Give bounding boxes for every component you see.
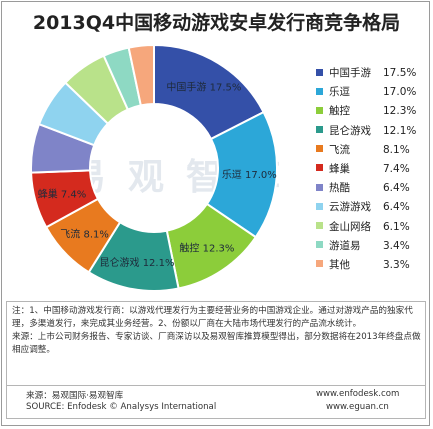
legend-value: 3.3% bbox=[383, 258, 410, 271]
slice-label-0: 中国手游 17.5% bbox=[166, 81, 241, 94]
donut-chart: 中国手游 17.5% 乐逗 17.0% 触控 12.3% 昆仑游戏 12.1% 飞流 8… bbox=[30, 43, 278, 292]
legend-swatch bbox=[316, 222, 323, 229]
legend-swatch bbox=[316, 87, 323, 95]
notes: 注：1、中国移动游戏发行商：以游戏代理发行为主要经营业务的中国游戏企业。通过对游… bbox=[12, 305, 422, 357]
slice-10 bbox=[127, 43, 155, 107]
legend-item-0: 中国手游 17.5% bbox=[316, 64, 428, 83]
legend-value: 8.1% bbox=[383, 143, 410, 156]
legend-value: 17.0% bbox=[383, 86, 417, 99]
legend-value: 6.4% bbox=[383, 182, 410, 195]
legend-label: 游道易 bbox=[329, 239, 361, 252]
legend-label: 蜂巢 bbox=[329, 162, 350, 175]
legend-value: 6.1% bbox=[383, 220, 410, 233]
legend-value: 7.4% bbox=[383, 162, 410, 175]
note-definition: 注：1、中国移动游戏发行商：以游戏代理发行为主要经营业务的中国游戏企业。通过对游… bbox=[12, 306, 413, 329]
legend-swatch bbox=[316, 145, 323, 153]
legend-item-8: 金山网络 6.1% bbox=[316, 218, 428, 237]
legend-label: 乐逗 bbox=[329, 86, 350, 99]
slice-label-2: 触控 12.3% bbox=[179, 242, 234, 255]
footer-divider bbox=[6, 385, 426, 386]
legend-swatch bbox=[316, 202, 323, 210]
legend-item-6: 热酷 6.4% bbox=[316, 179, 428, 198]
slice-label-4: 飞流 8.1% bbox=[60, 228, 109, 241]
legend-swatch bbox=[316, 260, 323, 268]
legend-swatch bbox=[316, 164, 323, 172]
legend-label: 金山网络 bbox=[329, 220, 371, 233]
legend-label: 热酷 bbox=[329, 182, 350, 195]
legend-item-4: 飞流 8.1% bbox=[316, 141, 428, 160]
legend-value: 17.5% bbox=[383, 67, 417, 79]
footer-url-enfodesk: www.enfodesk.com bbox=[316, 389, 400, 399]
legend-value: 3.4% bbox=[383, 239, 410, 252]
slice-label-3: 昆仑游戏 12.1% bbox=[100, 256, 175, 269]
legend-swatch bbox=[316, 241, 323, 249]
legend-swatch bbox=[316, 106, 323, 114]
legend-label: 中国手游 bbox=[329, 67, 371, 79]
note-source: 来源：上市公司财务报告、专家访谈、厂商深访以及易观智库推算模型得出，部分数据将在… bbox=[12, 332, 421, 355]
legend-value: 12.1% bbox=[383, 124, 417, 137]
legend-item-7: 云游游戏 6.4% bbox=[316, 198, 428, 217]
legend-item-1: 乐逗 17.0% bbox=[316, 83, 428, 102]
legend-label: 云游游戏 bbox=[329, 201, 371, 214]
legend-label: 其他 bbox=[329, 258, 350, 271]
legend-item-10: 其他 3.3% bbox=[316, 256, 428, 275]
legend-item-2: 触控 12.3% bbox=[316, 102, 428, 121]
legend-label: 飞流 bbox=[329, 143, 350, 156]
legend-label: 昆仑游戏 bbox=[329, 124, 371, 137]
chart-legend: 中国手游 17.5% 乐逗 17.0% 触控 12.3% 昆仑游戏 12.1% 飞流 8.1% 蜂巢… bbox=[316, 64, 428, 275]
notes-box bbox=[6, 301, 426, 419]
legend-swatch bbox=[316, 126, 323, 134]
footer-source-cn: 来源：易观国际·易观智库 bbox=[26, 391, 124, 401]
slice-label-1: 乐逗 17.0% bbox=[222, 169, 277, 181]
slice-label-5: 蜂巢 7.4% bbox=[38, 188, 87, 201]
footer-source-en: SOURCE: Enfodesk © Analysys Internationa… bbox=[26, 402, 217, 412]
legend-swatch bbox=[316, 183, 323, 191]
legend-value: 6.4% bbox=[383, 201, 410, 214]
chart-title: 2013Q4中国移动游戏安卓发行商竞争格局 bbox=[32, 12, 401, 34]
legend-item-3: 昆仑游戏 12.1% bbox=[316, 122, 428, 141]
legend-swatch bbox=[316, 68, 323, 76]
legend-label: 触控 bbox=[329, 105, 350, 118]
footer-url-eguan: www.eguan.cn bbox=[326, 402, 389, 412]
legend-item-5: 蜂巢 7.4% bbox=[316, 160, 428, 179]
legend-value: 12.3% bbox=[383, 105, 417, 118]
legend-item-9: 游道易 3.4% bbox=[316, 237, 428, 256]
